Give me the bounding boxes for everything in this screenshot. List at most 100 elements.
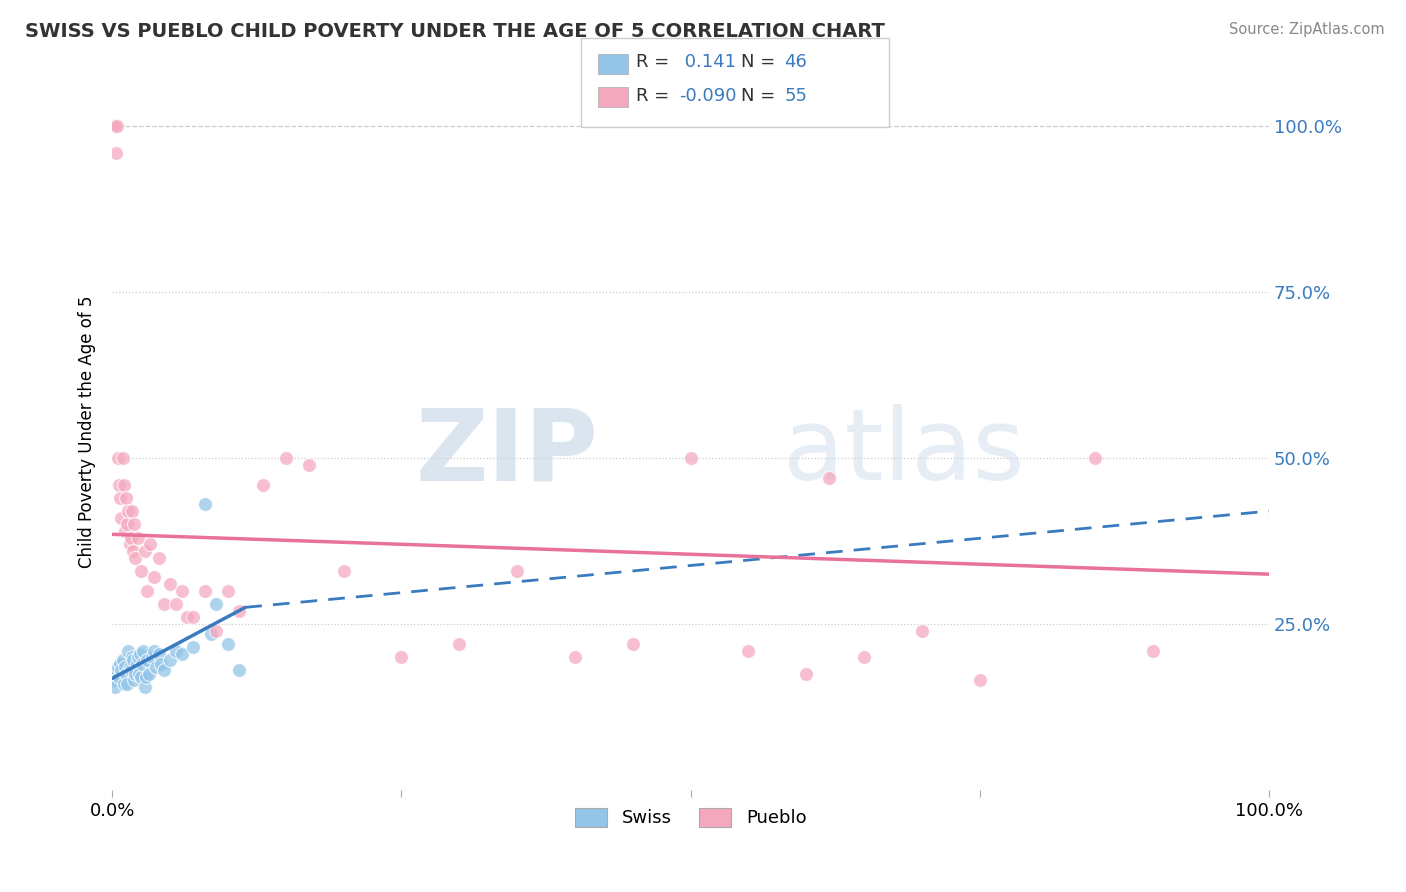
Legend: Swiss, Pueblo: Swiss, Pueblo — [568, 801, 814, 835]
Point — [129, 670, 152, 684]
Point — [110, 657, 132, 671]
Point — [128, 666, 150, 681]
Text: N =: N = — [741, 53, 780, 70]
Point — [107, 450, 129, 465]
Point — [200, 627, 222, 641]
Point — [274, 450, 297, 465]
Point — [105, 119, 128, 133]
Point — [170, 583, 193, 598]
Point — [621, 637, 644, 651]
Point — [112, 676, 135, 690]
Point — [194, 498, 217, 512]
Point — [142, 570, 165, 584]
Point — [120, 664, 142, 678]
Point — [105, 664, 128, 678]
Point — [134, 544, 156, 558]
Point — [141, 650, 163, 665]
Point — [818, 471, 841, 485]
Point — [118, 537, 141, 551]
Point — [449, 637, 471, 651]
Point — [153, 597, 176, 611]
Text: N =: N = — [741, 87, 780, 104]
Y-axis label: Child Poverty Under the Age of 5: Child Poverty Under the Age of 5 — [79, 295, 96, 567]
Point — [181, 610, 204, 624]
Point — [110, 664, 132, 678]
Point — [121, 504, 143, 518]
Point — [176, 610, 198, 624]
Point — [104, 145, 127, 160]
Point — [111, 653, 134, 667]
Point — [117, 643, 139, 657]
Point — [153, 664, 176, 678]
Point — [217, 583, 239, 598]
Point — [131, 657, 153, 671]
Text: 46: 46 — [785, 53, 807, 70]
Point — [194, 583, 217, 598]
Point — [134, 680, 156, 694]
Point — [252, 477, 274, 491]
Point — [136, 653, 159, 667]
Point — [145, 660, 167, 674]
Point — [136, 583, 159, 598]
Point — [122, 544, 145, 558]
Point — [853, 650, 876, 665]
Text: -0.090: -0.090 — [679, 87, 737, 104]
Point — [107, 660, 129, 674]
Point — [103, 673, 125, 688]
Point — [217, 637, 239, 651]
Point — [911, 624, 934, 638]
Point — [181, 640, 204, 655]
Point — [125, 657, 148, 671]
Point — [205, 597, 228, 611]
Point — [132, 643, 155, 657]
Point — [159, 577, 181, 591]
Point — [122, 517, 145, 532]
Point — [138, 666, 160, 681]
Point — [506, 564, 529, 578]
Text: atlas: atlas — [783, 404, 1025, 501]
Point — [103, 680, 125, 694]
Point — [117, 676, 139, 690]
Point — [298, 458, 321, 472]
Text: SWISS VS PUEBLO CHILD POVERTY UNDER THE AGE OF 5 CORRELATION CHART: SWISS VS PUEBLO CHILD POVERTY UNDER THE … — [25, 22, 886, 41]
Point — [103, 119, 125, 133]
Point — [111, 450, 134, 465]
Point — [149, 657, 172, 671]
Point — [679, 450, 702, 465]
Text: R =: R = — [636, 53, 675, 70]
Point — [228, 604, 250, 618]
Point — [127, 650, 149, 665]
Point — [159, 653, 181, 667]
Point — [165, 643, 187, 657]
Point — [165, 597, 187, 611]
Point — [1142, 643, 1164, 657]
Point — [108, 670, 131, 684]
Text: 0.141: 0.141 — [679, 53, 737, 70]
Point — [122, 653, 145, 667]
Point — [103, 119, 125, 133]
Point — [170, 647, 193, 661]
Point — [110, 491, 132, 505]
Point — [139, 537, 162, 551]
Point — [117, 504, 139, 518]
Point — [205, 624, 228, 638]
Point — [114, 660, 136, 674]
Point — [124, 550, 146, 565]
Text: 55: 55 — [785, 87, 807, 104]
Point — [969, 673, 991, 688]
Point — [117, 517, 139, 532]
Point — [1084, 450, 1107, 465]
Point — [112, 477, 135, 491]
Point — [127, 531, 149, 545]
Point — [794, 666, 817, 681]
Point — [129, 647, 152, 661]
Point — [108, 477, 131, 491]
Point — [737, 643, 759, 657]
Point — [129, 564, 152, 578]
Point — [121, 650, 143, 665]
Text: ZIP: ZIP — [415, 404, 598, 501]
Point — [124, 666, 146, 681]
Text: Source: ZipAtlas.com: Source: ZipAtlas.com — [1229, 22, 1385, 37]
Point — [120, 531, 142, 545]
Point — [148, 550, 170, 565]
